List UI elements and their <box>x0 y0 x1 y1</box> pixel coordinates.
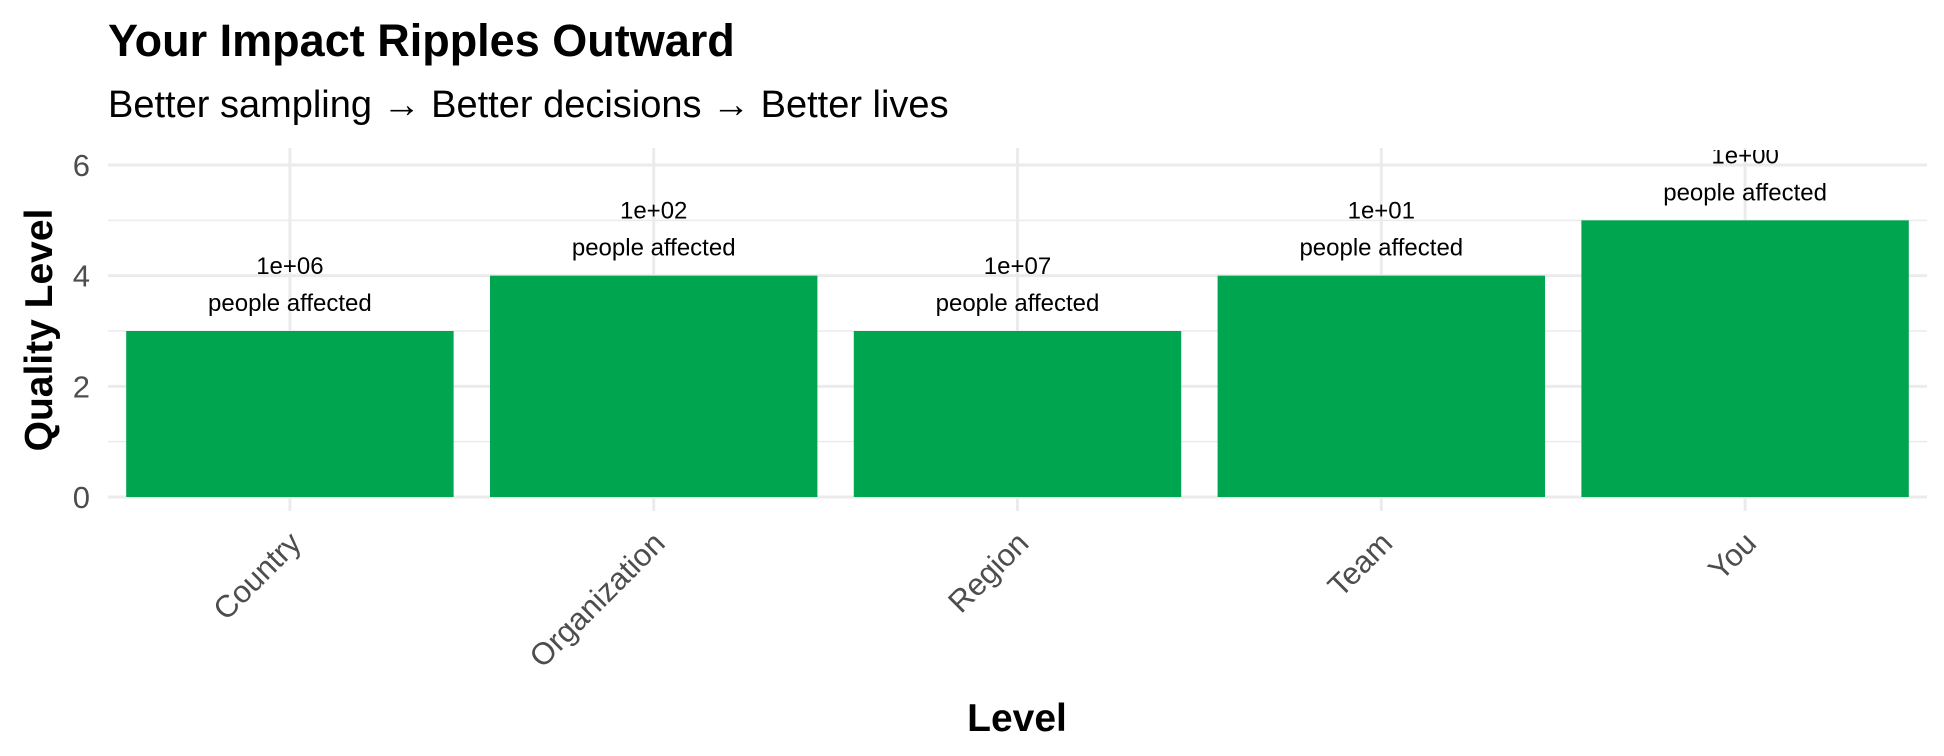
y-tick-label: 2 <box>73 369 90 404</box>
data-label: people affected <box>936 290 1100 317</box>
data-label: people affected <box>1663 179 1827 206</box>
x-tick-label: Country <box>206 525 308 627</box>
x-tick-label: Team <box>1321 525 1399 603</box>
bar-you <box>1581 220 1909 498</box>
data-labels: 1e+06 people affected 1e+02 people affected… <box>208 142 1827 317</box>
bar-region <box>853 331 1182 497</box>
chart-title: Your Impact Ripples Outward <box>108 15 735 66</box>
data-label: 1e+00 <box>1711 142 1778 169</box>
x-axis-ticks: Country Organization Region Team You <box>206 525 1763 674</box>
y-tick-label: 0 <box>73 480 90 515</box>
bar-organization <box>489 275 818 497</box>
y-tick-label: 4 <box>73 259 90 294</box>
bar-country <box>126 331 454 497</box>
data-label: people affected <box>572 235 736 262</box>
bar-team <box>1217 275 1546 497</box>
x-tick-label: Region <box>941 525 1035 619</box>
y-axis-ticks: 0 2 4 6 <box>73 148 90 515</box>
data-label: 1e+02 <box>620 198 687 225</box>
data-label: people affected <box>208 290 372 317</box>
x-axis-title: Level <box>967 697 1067 740</box>
bars <box>126 220 1909 498</box>
y-tick-label: 6 <box>73 148 90 183</box>
data-label: 1e+06 <box>256 253 323 280</box>
data-label: 1e+01 <box>1348 198 1415 225</box>
chart-subtitle: Better sampling → Better decisions → Bet… <box>108 84 949 126</box>
x-tick-label: You <box>1701 525 1763 587</box>
x-tick-label: Organization <box>523 525 672 674</box>
data-label: 1e+07 <box>984 253 1051 280</box>
y-axis-title: Quality Level <box>18 209 61 452</box>
data-label: people affected <box>1299 235 1463 262</box>
